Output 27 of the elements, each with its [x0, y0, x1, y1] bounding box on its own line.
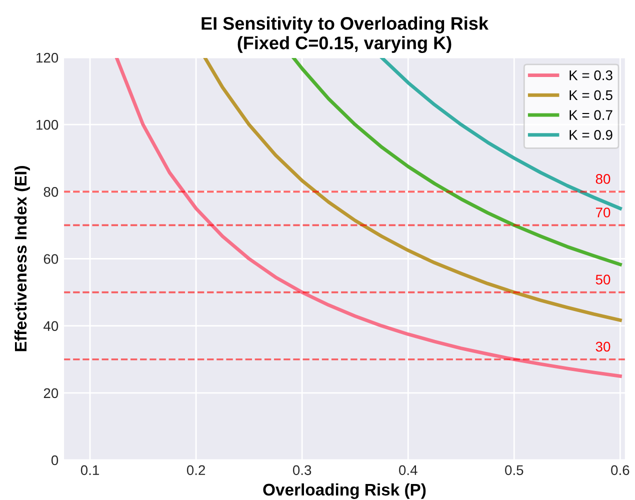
- x-tick-label: 0.5: [505, 465, 524, 476]
- ref-line-label: 30: [596, 342, 610, 352]
- x-tick-label: 0.6: [611, 465, 630, 476]
- line-series: [203, 58, 622, 322]
- y-tick-label: 120: [36, 52, 58, 63]
- line-series: [114, 58, 622, 378]
- x-tick-label: 0.1: [80, 465, 99, 476]
- ref-line-label: 80: [596, 174, 610, 184]
- x-tick-label: 0.3: [292, 465, 312, 476]
- ref-line-label: 70: [596, 208, 610, 218]
- chart-title: EI Sensitivity to Overloading Risk (Fixed C=0.15, varying K): [202, 16, 488, 53]
- y-tick-label: 100: [36, 120, 58, 130]
- legend-label: K = 0.3: [570, 70, 612, 80]
- legend-label: K = 0.9: [570, 130, 612, 140]
- y-axis-title: Effectiveness Index (EI): [14, 166, 30, 352]
- y-tick-label: 20: [44, 388, 58, 398]
- y-tick-label: 0: [51, 455, 58, 466]
- ref-line-label: 50: [596, 274, 610, 285]
- x-tick-label: 0.4: [398, 465, 418, 476]
- legend-label: K = 0.7: [570, 110, 612, 120]
- y-tick-label: 60: [44, 254, 58, 264]
- y-tick-label: 40: [44, 321, 58, 332]
- legend-label: K = 0.5: [570, 90, 612, 100]
- x-tick-label: 0.2: [186, 465, 205, 476]
- y-tick-label: 80: [44, 187, 58, 197]
- line-series: [292, 58, 622, 266]
- x-axis-title: Overloading Risk (P): [263, 483, 426, 499]
